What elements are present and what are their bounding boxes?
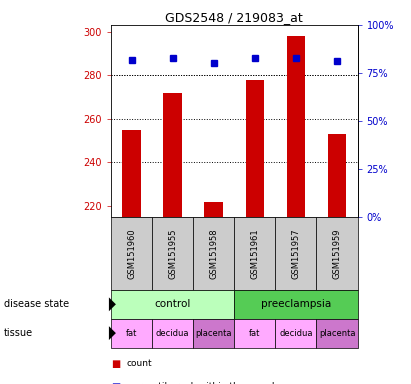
Text: GSM151955: GSM151955 [168,228,177,279]
FancyBboxPatch shape [234,290,358,319]
FancyBboxPatch shape [152,319,193,348]
Text: tissue: tissue [4,328,33,338]
FancyBboxPatch shape [234,319,275,348]
Bar [286,36,305,217]
Bar [205,202,223,217]
FancyBboxPatch shape [111,290,234,319]
Text: GSM151957: GSM151957 [291,228,300,279]
Bar [246,79,264,217]
Text: GSM151958: GSM151958 [209,228,218,279]
Text: GSM151960: GSM151960 [127,228,136,279]
FancyBboxPatch shape [193,217,234,290]
FancyBboxPatch shape [275,319,316,348]
Text: ■: ■ [111,359,120,369]
Text: decidua: decidua [156,329,189,338]
Bar [328,134,346,217]
FancyBboxPatch shape [111,217,152,290]
Bar [122,130,141,217]
Title: GDS2548 / 219083_at: GDS2548 / 219083_at [165,11,303,24]
Text: ■: ■ [111,382,120,384]
Text: GSM151959: GSM151959 [332,228,342,279]
Text: percentile rank within the sample: percentile rank within the sample [127,382,280,384]
Text: fat: fat [126,329,137,338]
FancyBboxPatch shape [193,319,234,348]
Text: placenta: placenta [319,329,355,338]
FancyBboxPatch shape [316,217,358,290]
FancyBboxPatch shape [275,217,316,290]
FancyBboxPatch shape [111,319,152,348]
Text: placenta: placenta [196,329,232,338]
Text: disease state: disease state [4,299,69,310]
Bar [164,93,182,217]
Text: count: count [127,359,152,368]
Text: preeclampsia: preeclampsia [261,299,331,310]
FancyBboxPatch shape [316,319,358,348]
Text: fat: fat [249,329,261,338]
Text: decidua: decidua [279,329,313,338]
FancyBboxPatch shape [234,217,275,290]
Text: control: control [155,299,191,310]
Text: GSM151961: GSM151961 [250,228,259,279]
FancyBboxPatch shape [152,217,193,290]
